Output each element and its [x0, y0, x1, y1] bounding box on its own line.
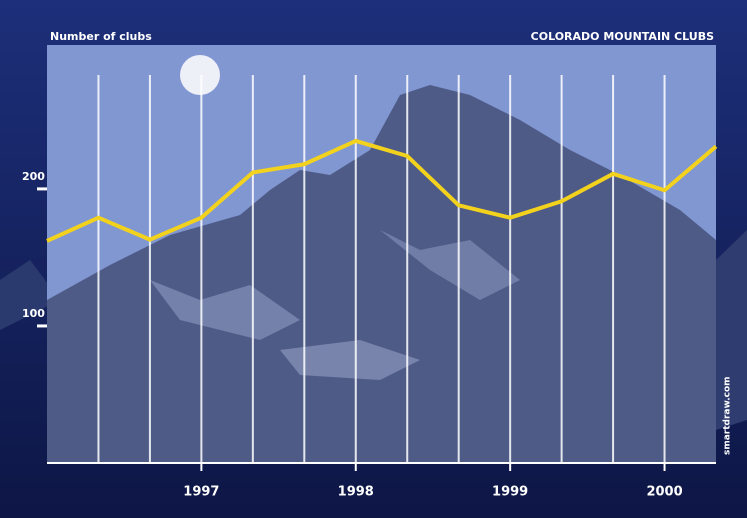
distant-ridge [0, 260, 60, 330]
snow [280, 340, 420, 380]
moon [180, 55, 220, 95]
y-axis-label: Number of clubs [50, 30, 152, 43]
snow [150, 280, 300, 340]
distant-ridge [716, 230, 747, 430]
snow [380, 230, 520, 300]
mountain [47, 85, 716, 463]
chart-title: COLORADO MOUNTAIN CLUBS [531, 30, 714, 43]
y-tick-label: 100 [22, 307, 45, 320]
x-tick-label: 2000 [646, 485, 682, 500]
x-tick-label: 1998 [338, 485, 374, 500]
credit: smartdraw.com [723, 376, 733, 455]
y-tick-label: 200 [22, 170, 45, 183]
data-line [46, 138, 718, 243]
x-tick-label: 1999 [492, 485, 528, 500]
x-tick-label: 1997 [183, 485, 219, 500]
